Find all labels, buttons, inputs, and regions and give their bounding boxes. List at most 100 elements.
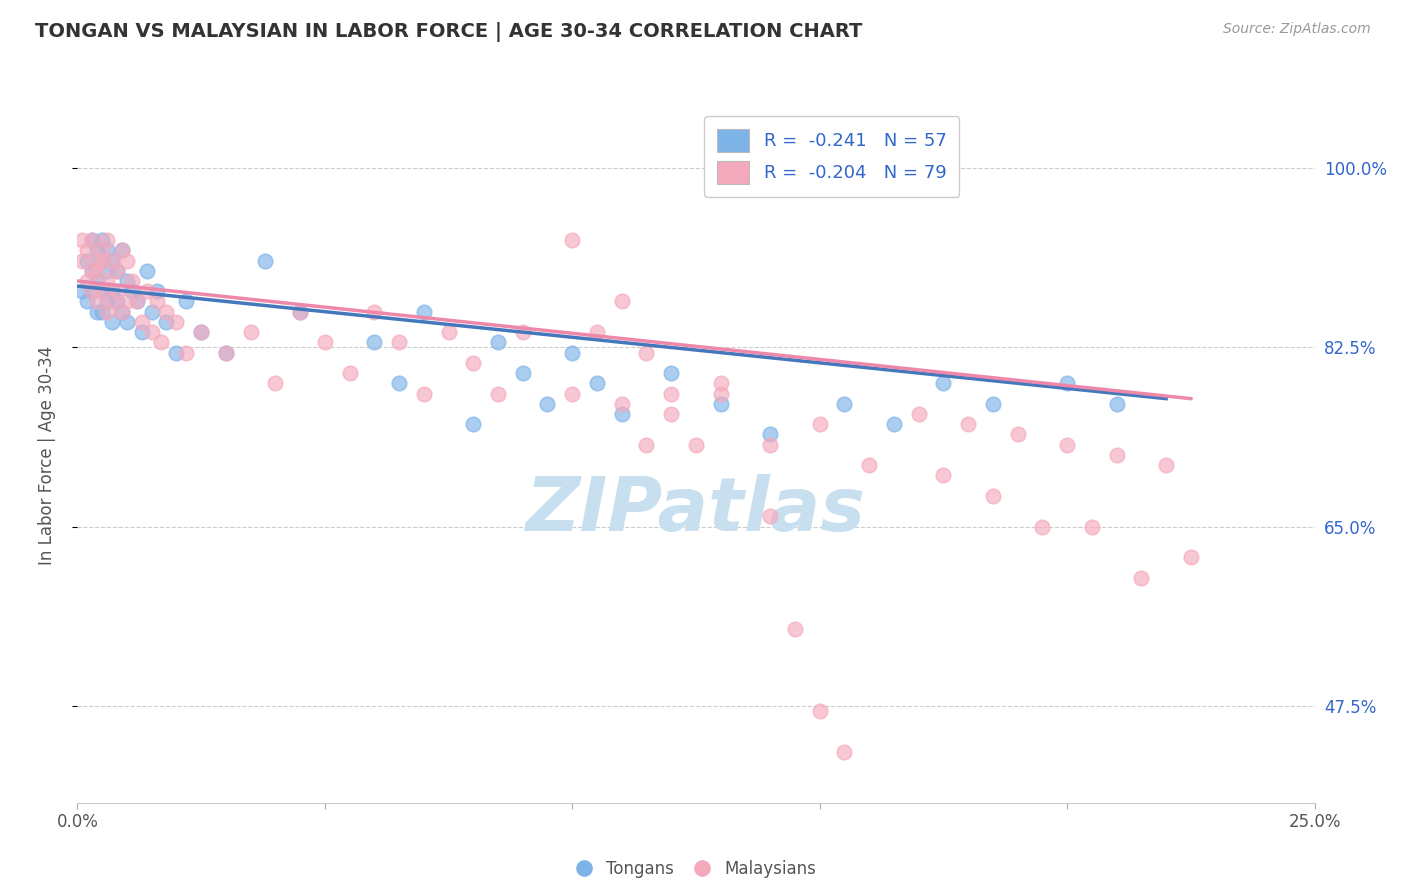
Point	[86, 294, 108, 309]
Point	[82, 264, 104, 278]
Point	[1105, 397, 1128, 411]
Point	[111, 304, 134, 318]
Point	[115, 294, 138, 309]
Point	[101, 253, 124, 268]
Point	[981, 489, 1004, 503]
Point	[932, 468, 955, 483]
Point	[486, 386, 509, 401]
Point	[86, 244, 108, 258]
Point	[981, 397, 1004, 411]
Point	[115, 274, 138, 288]
Point	[561, 386, 583, 401]
Point	[145, 284, 167, 298]
Point	[288, 304, 311, 318]
Point	[101, 294, 124, 309]
Point	[512, 366, 534, 380]
Point	[1154, 458, 1177, 472]
Point	[264, 376, 287, 391]
Point	[76, 253, 98, 268]
Point	[190, 325, 212, 339]
Point	[135, 264, 157, 278]
Point	[834, 397, 856, 411]
Point	[412, 386, 434, 401]
Point	[91, 253, 114, 268]
Point	[155, 315, 177, 329]
Point	[76, 274, 98, 288]
Point	[858, 458, 880, 472]
Point	[96, 244, 118, 258]
Point	[76, 244, 98, 258]
Point	[135, 284, 157, 298]
Point	[636, 345, 658, 359]
Point	[586, 376, 609, 391]
Point	[101, 284, 124, 298]
Point	[86, 253, 108, 268]
Point	[388, 376, 411, 391]
Point	[907, 407, 929, 421]
Point	[1180, 550, 1202, 565]
Point	[96, 304, 118, 318]
Point	[883, 417, 905, 432]
Point	[86, 264, 108, 278]
Point	[115, 253, 138, 268]
Point	[96, 274, 118, 288]
Point	[1031, 519, 1053, 533]
Point	[783, 622, 806, 636]
Point	[759, 509, 782, 524]
Point	[808, 704, 831, 718]
Point	[82, 284, 104, 298]
Point	[610, 397, 633, 411]
Point	[759, 427, 782, 442]
Point	[1130, 571, 1153, 585]
Point	[363, 304, 385, 318]
Point	[82, 233, 104, 247]
Point	[636, 438, 658, 452]
Point	[86, 304, 108, 318]
Point	[91, 233, 114, 247]
Point	[141, 325, 163, 339]
Point	[412, 304, 434, 318]
Point	[121, 284, 143, 298]
Point	[363, 335, 385, 350]
Point	[101, 253, 124, 268]
Point	[91, 253, 114, 268]
Point	[165, 315, 187, 329]
Point	[91, 304, 114, 318]
Point	[834, 745, 856, 759]
Point	[72, 284, 94, 298]
Point	[76, 294, 98, 309]
Point	[86, 274, 108, 288]
Point	[72, 233, 94, 247]
Point	[82, 284, 104, 298]
Point	[659, 386, 682, 401]
Point	[111, 304, 134, 318]
Point	[96, 233, 118, 247]
Point	[82, 264, 104, 278]
Point	[561, 233, 583, 247]
Point	[190, 325, 212, 339]
Point	[254, 253, 277, 268]
Point	[586, 325, 609, 339]
Point	[121, 274, 143, 288]
Point	[101, 315, 124, 329]
Point	[512, 325, 534, 339]
Point	[91, 284, 114, 298]
Point	[96, 264, 118, 278]
Point	[685, 438, 707, 452]
Legend: Tongans, Malaysians: Tongans, Malaysians	[569, 854, 823, 885]
Point	[215, 345, 238, 359]
Text: TONGAN VS MALAYSIAN IN LABOR FORCE | AGE 30-34 CORRELATION CHART: TONGAN VS MALAYSIAN IN LABOR FORCE | AGE…	[35, 22, 862, 42]
Point	[131, 315, 153, 329]
Point	[111, 244, 134, 258]
Point	[82, 233, 104, 247]
Point	[105, 284, 128, 298]
Point	[155, 304, 177, 318]
Point	[1056, 438, 1078, 452]
Point	[659, 407, 682, 421]
Point	[610, 294, 633, 309]
Point	[437, 325, 460, 339]
Point	[710, 376, 733, 391]
Point	[610, 407, 633, 421]
Point	[1007, 427, 1029, 442]
Point	[145, 294, 167, 309]
